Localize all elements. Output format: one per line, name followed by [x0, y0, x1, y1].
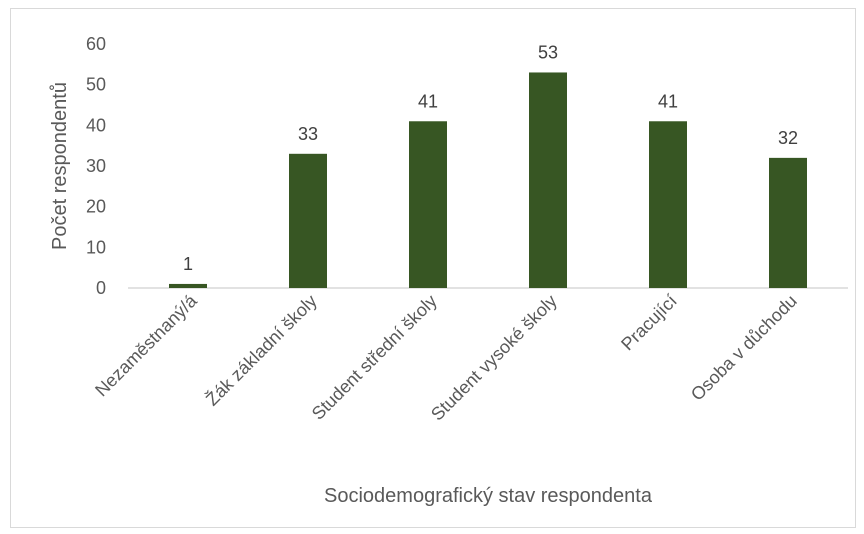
x-axis-title: Sociodemografický stav respondenta [324, 485, 653, 507]
data-labels: 1 33 41 53 41 32 [183, 42, 798, 273]
data-label: 41 [658, 91, 678, 111]
category-label: Student vysoké školy [427, 291, 561, 425]
y-tick-label: 30 [86, 156, 106, 176]
y-tick-label: 10 [86, 237, 106, 257]
y-tick-label: 20 [86, 197, 106, 217]
category-label: Žák základní školy [202, 291, 321, 410]
data-label: 41 [418, 91, 438, 111]
y-axis-title: Počet respondentů [49, 82, 71, 250]
category-labels: Nezaměstnaný/á Žák základní školyStudent … [91, 290, 801, 424]
bar [169, 283, 207, 288]
y-tick-label: 0 [96, 278, 106, 298]
bars [169, 72, 807, 289]
bar [409, 121, 447, 289]
y-tick-label: 60 [86, 34, 106, 54]
bar [529, 72, 567, 288]
y-axis-ticks: 0 10 20 30 40 50 60 [86, 34, 106, 298]
data-label: 1 [183, 254, 193, 274]
category-label: Nezaměstnaný/á [91, 290, 201, 400]
category-label: Pracující [617, 291, 681, 355]
bar [649, 121, 687, 289]
bar [769, 157, 807, 288]
data-label: 53 [538, 42, 558, 62]
data-label: 32 [778, 128, 798, 148]
y-tick-label: 50 [86, 75, 106, 95]
y-tick-label: 40 [86, 115, 106, 135]
data-label: 33 [298, 124, 318, 144]
category-label: Osoba v důchodu [687, 291, 801, 405]
category-label: Student střední školy [308, 291, 441, 424]
bar [289, 153, 327, 288]
